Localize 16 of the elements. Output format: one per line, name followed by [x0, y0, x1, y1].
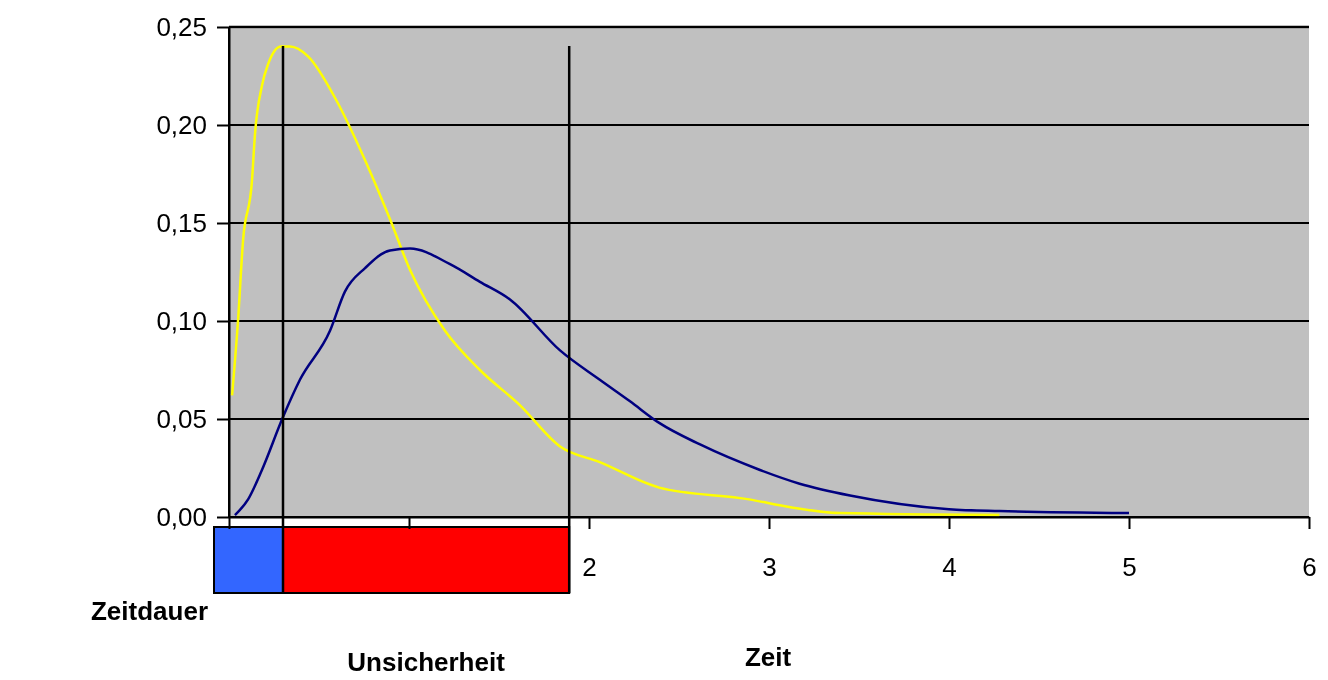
- line-series: [230, 45, 1001, 517]
- x-tick-label: 5: [1122, 552, 1137, 583]
- text: Zeitdauer: [90, 596, 208, 626]
- y-tick-label: 0,05: [156, 403, 207, 434]
- y-tick-label: 0,20: [156, 109, 207, 140]
- x-tick-label: 3: [762, 552, 777, 583]
- x-tick-label: 6: [1302, 552, 1317, 583]
- x-axis-title: Zeit: [744, 642, 792, 672]
- y-tick-label: 0,25: [156, 11, 207, 42]
- x-tick-label: 2: [582, 552, 597, 583]
- y-tick-label: 0,00: [156, 501, 207, 532]
- text: Unsicherheit: [347, 647, 506, 677]
- x-tick-label: 4: [942, 552, 957, 583]
- y-tick-label: 0,15: [156, 207, 207, 238]
- y-tick-label: 0,10: [156, 305, 207, 336]
- line-series: [233, 247, 1131, 517]
